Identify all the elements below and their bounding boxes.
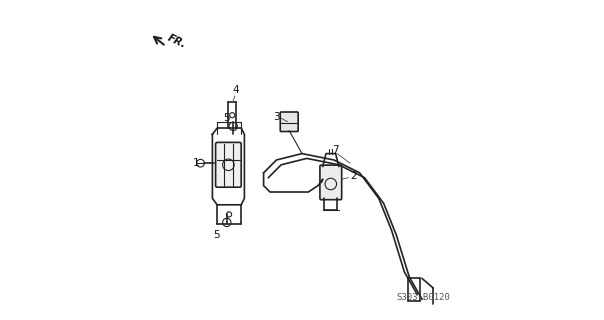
Text: 3: 3 bbox=[273, 112, 280, 122]
Text: FR.: FR. bbox=[166, 33, 188, 50]
Text: 1: 1 bbox=[193, 158, 199, 168]
Text: 2: 2 bbox=[350, 171, 356, 181]
Text: 7: 7 bbox=[332, 145, 339, 156]
FancyBboxPatch shape bbox=[320, 165, 342, 200]
FancyBboxPatch shape bbox=[280, 112, 298, 132]
Text: 5: 5 bbox=[223, 113, 230, 124]
FancyBboxPatch shape bbox=[216, 142, 241, 187]
Text: 5: 5 bbox=[213, 230, 219, 240]
Text: 4: 4 bbox=[233, 84, 239, 95]
Text: S303-B0120: S303-B0120 bbox=[397, 293, 451, 302]
